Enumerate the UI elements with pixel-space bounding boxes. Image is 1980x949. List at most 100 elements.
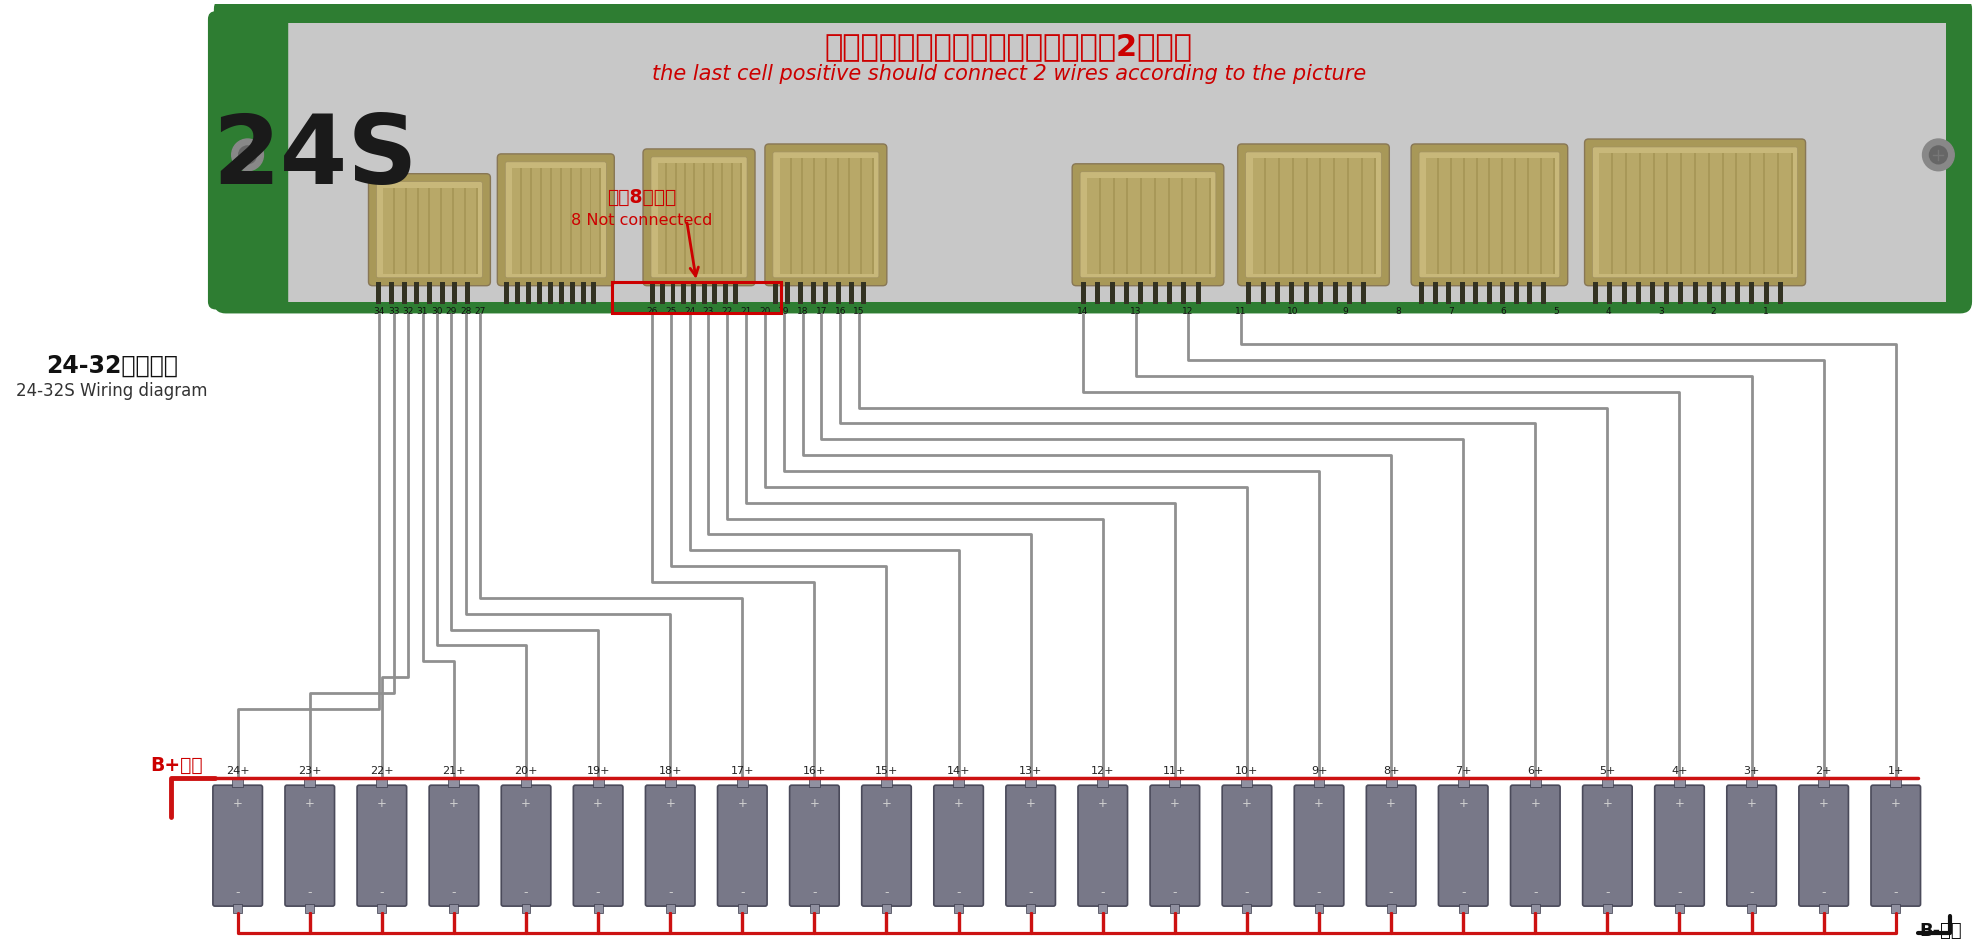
Bar [814, 158, 816, 274]
Text: 23: 23 [703, 307, 715, 315]
FancyBboxPatch shape [1150, 785, 1200, 906]
Bar [849, 158, 859, 274]
Bar [952, 778, 964, 787]
Bar [1451, 158, 1463, 274]
Bar [1602, 778, 1614, 787]
Bar [408, 188, 416, 274]
Bar [592, 168, 600, 274]
Bar [1333, 282, 1338, 304]
Bar [1293, 158, 1305, 274]
Bar [1101, 177, 1113, 274]
Bar [440, 282, 446, 304]
Bar [1736, 153, 1738, 274]
Circle shape [1929, 146, 1946, 164]
Bar [550, 168, 552, 274]
Text: +: + [234, 796, 244, 809]
Bar [1608, 282, 1612, 304]
Bar [1125, 282, 1129, 304]
Bar [1683, 153, 1695, 274]
Bar [1669, 153, 1681, 274]
Bar [693, 163, 695, 274]
Bar [1734, 282, 1740, 304]
FancyBboxPatch shape [574, 785, 624, 906]
Text: -: - [1893, 885, 1899, 899]
Bar [465, 282, 469, 304]
Bar [1182, 177, 1184, 274]
Bar [449, 778, 459, 787]
Bar [572, 168, 580, 274]
Bar [741, 163, 742, 274]
Text: the last cell positive should connect 2 wires according to the picture: the last cell positive should connect 2 … [651, 64, 1366, 84]
Text: 4: 4 [1606, 307, 1612, 315]
Bar [1778, 153, 1790, 274]
Bar [440, 188, 442, 274]
Bar [1600, 153, 1612, 274]
Text: 24+: 24+ [226, 767, 249, 776]
Bar [665, 778, 675, 787]
Bar [675, 163, 677, 274]
Bar [649, 282, 655, 304]
Text: 13+: 13+ [1020, 767, 1041, 776]
Text: -: - [525, 885, 529, 899]
Bar [713, 163, 715, 274]
Bar [1346, 282, 1352, 304]
Bar [1109, 282, 1115, 304]
Text: 22+: 22+ [370, 767, 394, 776]
Text: 21+: 21+ [442, 767, 465, 776]
Bar [1501, 282, 1505, 304]
Text: 10+: 10+ [1236, 767, 1259, 776]
Bar [1245, 282, 1251, 304]
Bar [1697, 153, 1709, 274]
Text: 25: 25 [665, 307, 677, 315]
FancyBboxPatch shape [644, 149, 754, 286]
Bar [701, 282, 707, 304]
Bar [1279, 158, 1281, 274]
Text: 6+: 6+ [1527, 767, 1544, 776]
FancyBboxPatch shape [717, 785, 766, 906]
Bar [840, 158, 847, 274]
Bar [810, 778, 820, 787]
Bar [1319, 158, 1321, 274]
Bar [657, 163, 665, 274]
Bar [1641, 153, 1653, 274]
Bar [1420, 282, 1424, 304]
Bar [1182, 282, 1186, 304]
Text: +: + [1820, 796, 1830, 809]
Bar [1152, 282, 1158, 304]
Text: 24S: 24S [212, 111, 418, 204]
Text: 27: 27 [475, 307, 485, 315]
Bar [849, 282, 853, 304]
Bar [1170, 904, 1180, 913]
FancyBboxPatch shape [1081, 172, 1216, 278]
Bar [1604, 904, 1612, 913]
FancyBboxPatch shape [430, 785, 479, 906]
Text: -: - [1245, 885, 1249, 899]
Bar [685, 163, 693, 274]
Bar [1097, 778, 1109, 787]
Bar [1267, 158, 1279, 274]
Text: +: + [1746, 796, 1756, 809]
Bar [665, 904, 675, 913]
Bar [1707, 282, 1713, 304]
Bar [523, 168, 531, 274]
Bar [705, 163, 713, 274]
Bar [1762, 153, 1764, 274]
Bar [1291, 158, 1293, 274]
Bar [1515, 282, 1519, 304]
Bar [1778, 282, 1782, 304]
Bar [537, 282, 543, 304]
Bar [1501, 158, 1503, 274]
Bar [1531, 904, 1540, 913]
Bar [871, 158, 873, 274]
Bar [1711, 153, 1723, 274]
Text: +: + [1602, 796, 1612, 809]
Bar [414, 282, 420, 304]
Bar [465, 188, 475, 274]
Text: 21: 21 [741, 307, 752, 315]
FancyBboxPatch shape [1238, 144, 1390, 286]
Text: +: + [1675, 796, 1685, 809]
Text: -: - [1533, 885, 1538, 899]
FancyBboxPatch shape [651, 157, 746, 278]
Bar [234, 904, 242, 913]
Text: -: - [1822, 885, 1826, 899]
